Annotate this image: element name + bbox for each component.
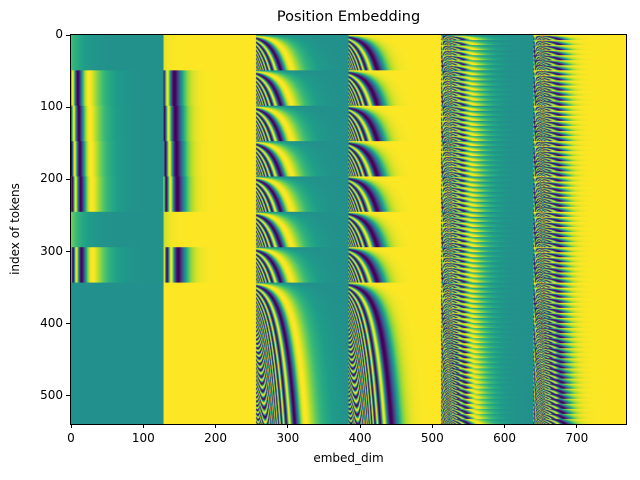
y-tick xyxy=(66,395,70,397)
y-tick-label: 200 xyxy=(40,171,63,186)
x-tick xyxy=(142,424,144,428)
x-tick xyxy=(70,424,72,428)
y-tick xyxy=(66,178,70,180)
x-tick xyxy=(431,424,433,428)
axes-frame xyxy=(70,34,627,425)
y-axis-label: index of tokens xyxy=(8,183,22,275)
x-tick-label: 100 xyxy=(131,431,155,445)
x-tick-label: 700 xyxy=(565,431,589,445)
y-tick xyxy=(66,34,70,36)
heatmap-image xyxy=(71,35,626,424)
y-tick xyxy=(66,251,70,252)
y-tick xyxy=(66,106,70,108)
y-tick-label: 500 xyxy=(40,387,63,402)
x-tick-label: 400 xyxy=(348,431,372,445)
y-tick-label: 0 xyxy=(55,27,63,41)
x-axis-label: embed_dim xyxy=(313,451,384,465)
plot-area xyxy=(71,35,626,424)
y-tick-label: 300 xyxy=(40,243,63,258)
y-tick-label: 100 xyxy=(40,99,63,114)
x-tick-label: 500 xyxy=(420,431,444,445)
x-tick-label: 600 xyxy=(493,431,517,445)
x-tick-label: 0 xyxy=(67,431,75,445)
x-tick xyxy=(215,424,217,428)
y-tick xyxy=(66,323,70,325)
x-tick-label: 300 xyxy=(276,431,300,445)
x-tick xyxy=(504,424,506,428)
y-tick-label: 400 xyxy=(40,315,63,330)
x-tick xyxy=(576,424,578,428)
x-tick-label: 200 xyxy=(204,431,227,445)
chart-title: Position Embedding xyxy=(276,9,421,25)
x-tick xyxy=(287,424,289,428)
x-tick xyxy=(359,424,361,428)
